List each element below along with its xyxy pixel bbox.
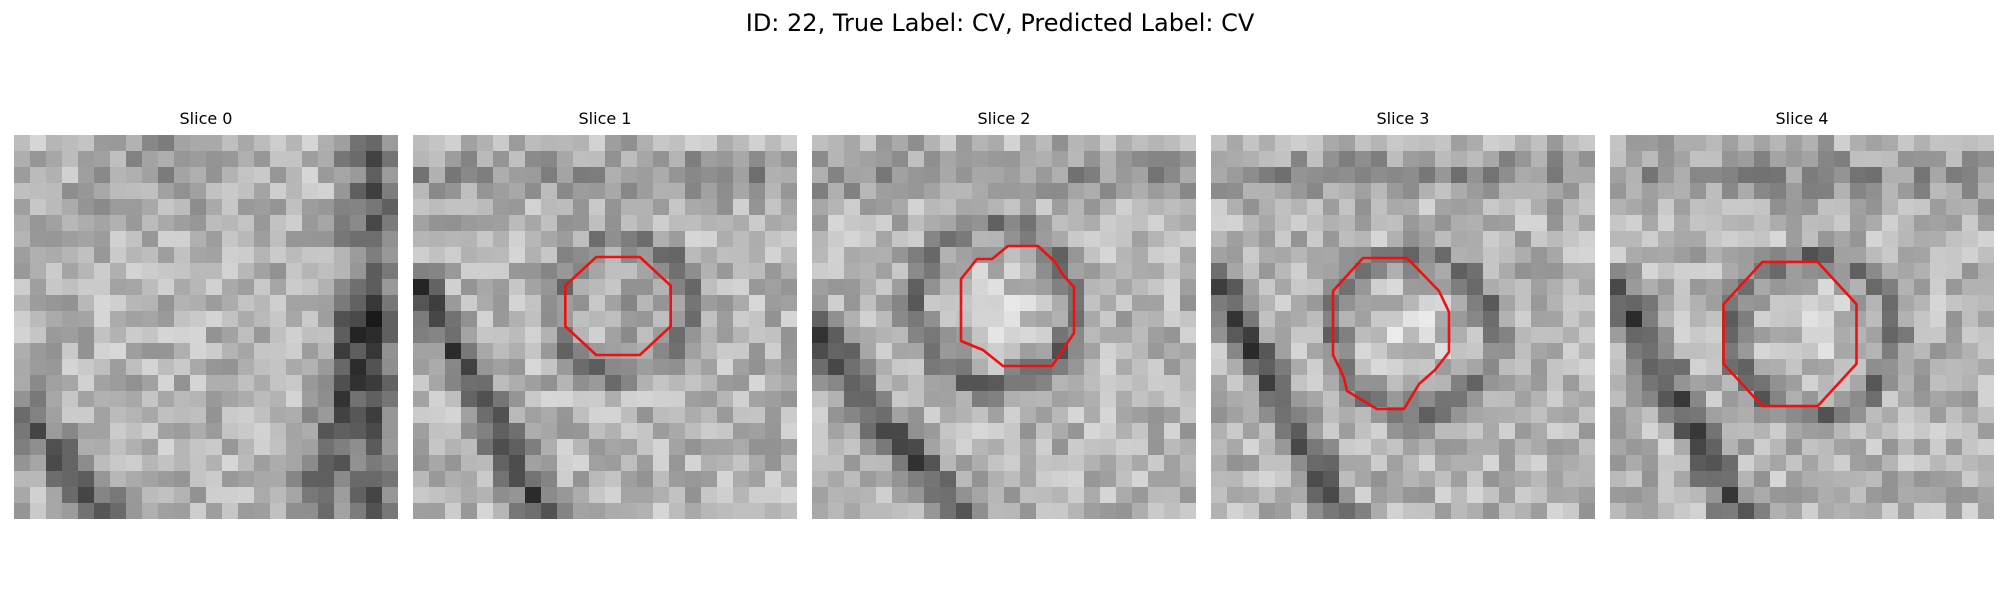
segmentation-contour <box>959 244 1076 368</box>
slice-panel-2: Slice 2 <box>812 109 1196 519</box>
figure-title: ID: 22, True Label: CV, Predicted Label:… <box>745 9 1255 37</box>
segmentation-contour <box>1331 256 1451 411</box>
slice-image <box>14 135 398 519</box>
slice-panel-3: Slice 3 <box>1211 109 1595 519</box>
segmentation-contour <box>1722 260 1858 408</box>
slice-panel-1: Slice 1 <box>413 109 797 519</box>
slice-panel-4: Slice 4 <box>1610 109 1994 519</box>
slice-title: Slice 0 <box>179 109 233 128</box>
slice-image <box>413 135 797 519</box>
slice-title: Slice 1 <box>578 109 632 128</box>
slice-image <box>812 135 1196 519</box>
slice-title: Slice 4 <box>1775 109 1829 128</box>
slice-title: Slice 3 <box>1376 109 1430 128</box>
slice-image <box>1610 135 1994 519</box>
segmentation-contour <box>564 255 673 357</box>
slice-title: Slice 2 <box>977 109 1031 128</box>
slice-panel-0: Slice 0 <box>14 109 398 519</box>
slice-image <box>1211 135 1595 519</box>
